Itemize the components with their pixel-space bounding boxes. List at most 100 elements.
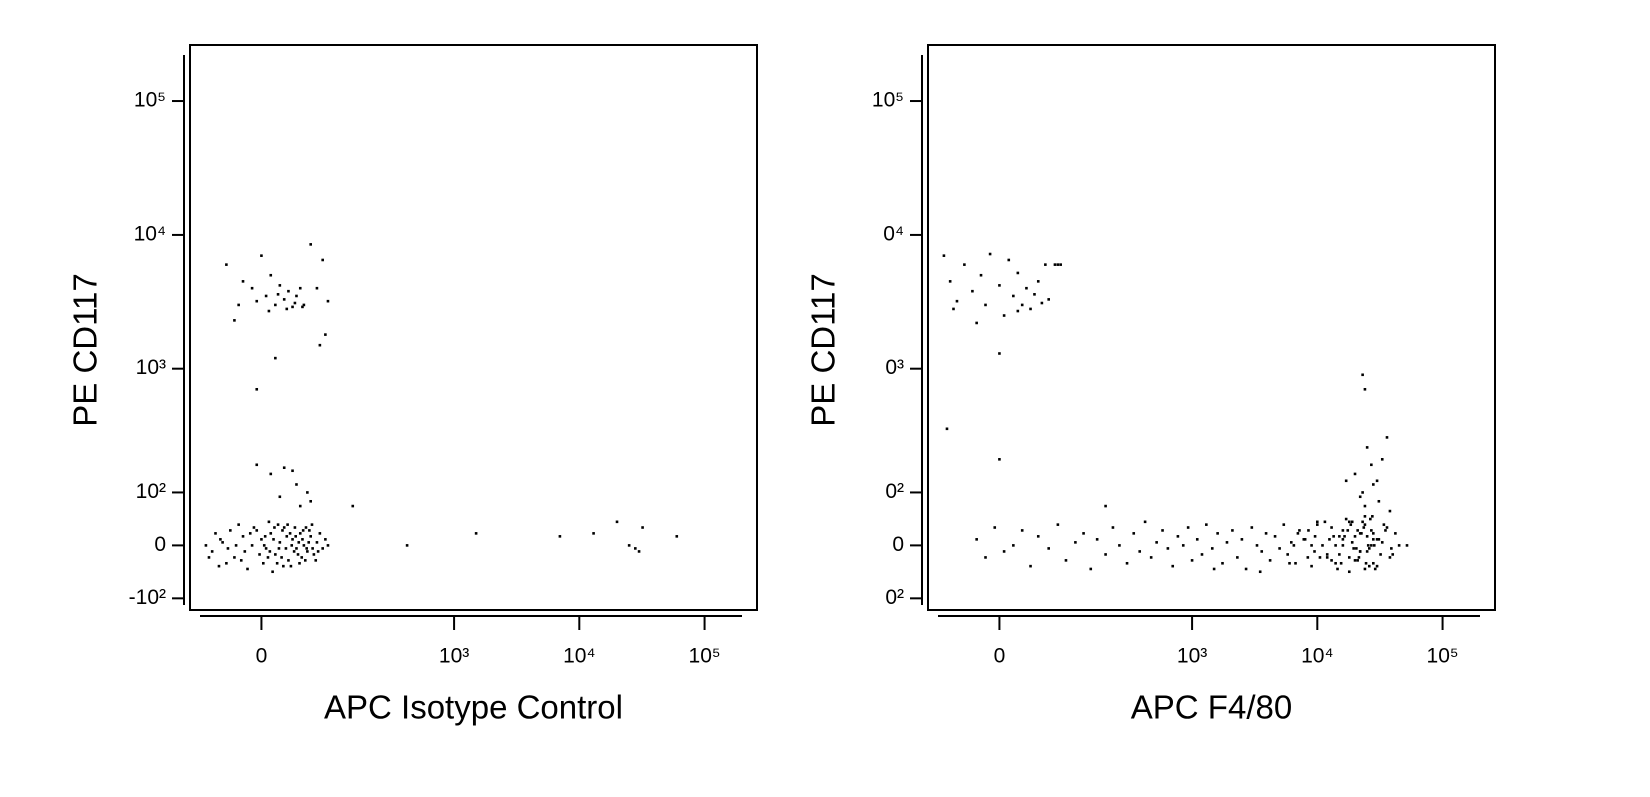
dot — [326, 299, 330, 303]
dot — [318, 532, 322, 535]
dot — [1375, 538, 1379, 541]
dot — [1296, 532, 1300, 535]
dot — [262, 544, 266, 547]
dot — [1029, 307, 1032, 311]
dot — [1258, 570, 1262, 574]
dot — [993, 526, 997, 529]
x-tick-label: 10⁵ — [1427, 645, 1459, 668]
dot — [312, 553, 316, 556]
dot — [1310, 564, 1313, 568]
y-tick-label: 0⁴ — [883, 222, 904, 245]
dot — [1138, 550, 1142, 553]
dot — [1372, 532, 1375, 535]
dot — [268, 550, 272, 553]
dot — [1143, 520, 1147, 524]
dot — [1358, 532, 1362, 535]
dot — [1307, 529, 1310, 532]
dot — [1149, 556, 1153, 559]
dot — [1341, 529, 1345, 532]
dot — [282, 466, 286, 469]
dot — [315, 286, 319, 290]
dot — [1012, 544, 1015, 547]
dot — [1318, 556, 1322, 559]
dot — [263, 535, 267, 538]
y-tick-label: 10⁵ — [872, 89, 904, 112]
dot — [1332, 535, 1335, 538]
dot — [250, 544, 254, 547]
dot — [1346, 529, 1350, 532]
dot — [278, 541, 282, 544]
dot — [1385, 436, 1389, 439]
dot — [1397, 544, 1401, 547]
dot — [1007, 258, 1011, 262]
dot — [316, 550, 320, 553]
dot — [474, 532, 478, 535]
dot — [1313, 550, 1316, 553]
dot — [1056, 523, 1060, 526]
dot — [1356, 559, 1359, 562]
dot — [1365, 550, 1369, 553]
dot — [1336, 567, 1339, 571]
dot — [284, 547, 288, 550]
dot — [309, 499, 312, 503]
dot — [1363, 523, 1367, 526]
dot — [1384, 529, 1387, 532]
dot — [282, 564, 285, 568]
x-tick-label: 0 — [994, 645, 1006, 668]
x-axis-label: APC Isotype Control — [324, 689, 623, 726]
dot — [948, 280, 952, 283]
dot — [324, 333, 327, 336]
dot — [1361, 520, 1364, 524]
dot — [255, 529, 259, 532]
dot — [945, 427, 949, 431]
dot — [405, 544, 409, 547]
dot — [225, 561, 228, 565]
dot — [1036, 535, 1040, 538]
dot — [1260, 550, 1264, 553]
dot — [233, 556, 236, 559]
dot — [291, 469, 294, 473]
dot — [1316, 523, 1319, 526]
dot — [1306, 556, 1310, 559]
y-tick-label: 10³ — [136, 356, 166, 379]
dot — [1385, 526, 1389, 529]
dot — [311, 547, 314, 550]
dot — [1044, 263, 1047, 266]
dot — [1325, 553, 1329, 556]
dot — [1053, 263, 1057, 266]
dot — [1369, 517, 1372, 521]
dot — [1390, 547, 1393, 550]
dot — [241, 280, 245, 283]
dot — [984, 303, 987, 307]
dot — [255, 463, 259, 467]
x-tick-label: 10⁴ — [563, 645, 595, 668]
dot — [1290, 541, 1293, 544]
dot — [1288, 561, 1291, 565]
dot — [1047, 298, 1050, 301]
dot — [1325, 556, 1329, 559]
dot — [1200, 553, 1204, 556]
dot — [1343, 535, 1346, 538]
dot — [300, 556, 304, 559]
dot — [289, 564, 293, 568]
dot — [248, 532, 252, 535]
dot — [1029, 564, 1032, 568]
dot — [278, 495, 282, 499]
dot — [1020, 303, 1024, 307]
dot — [1064, 559, 1068, 562]
dot — [1338, 535, 1341, 538]
dot — [592, 532, 595, 535]
y-axis-label: PE CD117 — [67, 273, 104, 426]
dot — [1236, 556, 1239, 559]
dot — [239, 559, 243, 562]
dot — [1334, 561, 1337, 565]
dot — [285, 307, 289, 311]
dot — [324, 538, 327, 541]
dot — [1273, 535, 1277, 538]
dot — [1310, 544, 1313, 547]
dot — [1363, 567, 1367, 571]
dot — [255, 299, 259, 303]
dot — [1161, 529, 1164, 532]
dot — [1375, 479, 1379, 483]
x-axis-label: APC F4/80 — [1131, 689, 1292, 726]
